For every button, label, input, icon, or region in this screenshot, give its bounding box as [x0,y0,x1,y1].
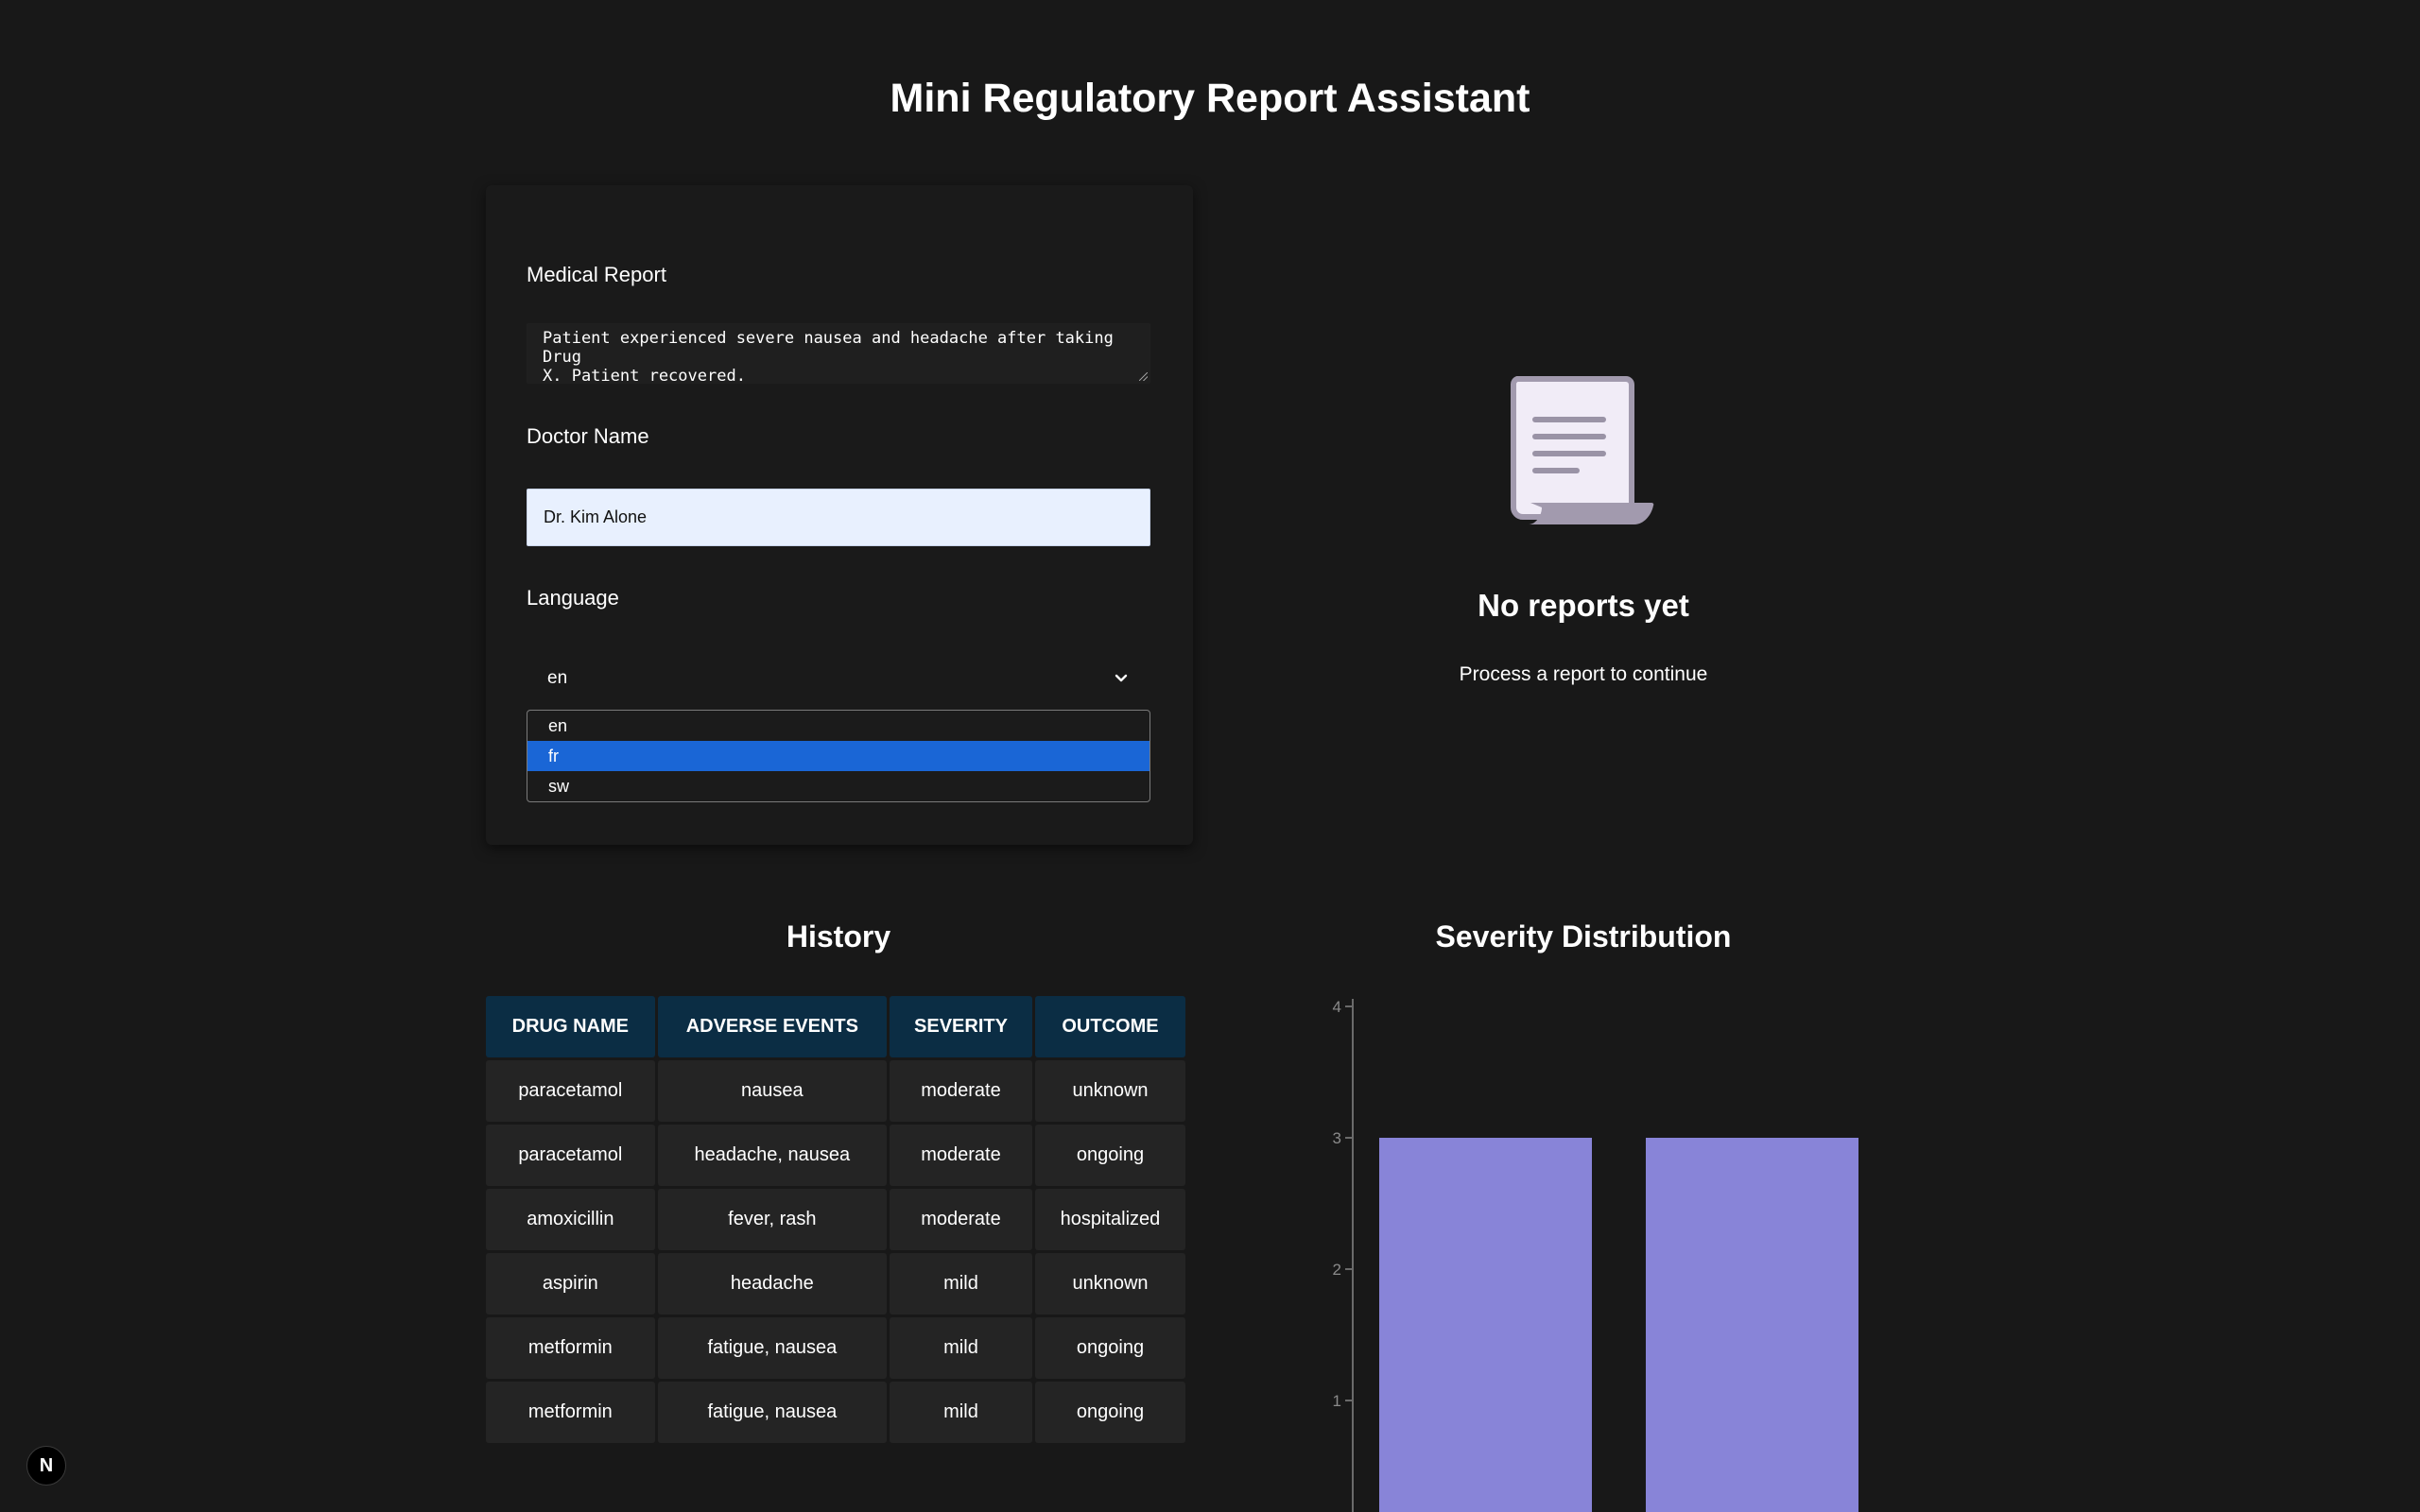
cell-drug-name: aspirin [486,1253,655,1314]
history-table: Drug Name Adverse Events Severity Outcom… [483,993,1188,1446]
y-tick-label: 1 [1333,1392,1341,1410]
cell-severity: mild [889,1382,1032,1443]
medical-report-label: Medical Report [527,263,666,286]
table-row: metformin fatigue, nausea mild ongoing [486,1382,1185,1443]
table-row: aspirin headache mild unknown [486,1253,1185,1314]
cell-severity: moderate [889,1189,1032,1250]
column-header-outcome[interactable]: Outcome [1034,996,1185,1057]
cell-outcome: hospitalized [1034,1189,1185,1250]
cell-adverse-events: fever, rash [657,1189,887,1250]
y-tick-label: 3 [1333,1129,1341,1147]
cell-severity: moderate [889,1125,1032,1186]
doctor-name-input[interactable]: Dr. Kim Alone [527,489,1150,546]
cell-drug-name: paracetamol [486,1060,655,1122]
nextjs-icon[interactable]: N [26,1446,66,1486]
cell-adverse-events: headache, nausea [657,1125,887,1186]
cell-adverse-events: fatigue, nausea [657,1317,887,1379]
history-header-row: Drug Name Adverse Events Severity Outcom… [486,996,1185,1057]
language-option-fr[interactable]: fr [527,741,1150,771]
cell-drug-name: amoxicillin [486,1189,655,1250]
cell-severity: moderate [889,1060,1032,1122]
column-header-adverse-events[interactable]: Adverse Events [657,996,887,1057]
cell-outcome: unknown [1034,1060,1185,1122]
table-row: paracetamol headache, nausea moderate on… [486,1125,1185,1186]
cell-drug-name: paracetamol [486,1125,655,1186]
language-selected-value: en [547,668,568,688]
table-row: paracetamol nausea moderate unknown [486,1060,1185,1122]
report-form-card: Medical Report Patient experienced sever… [486,185,1193,845]
language-label: Language [527,586,619,610]
chevron-down-icon [1113,670,1130,687]
language-select[interactable]: en [527,649,1150,708]
cell-outcome: ongoing [1034,1382,1185,1443]
doctor-name-value: Dr. Kim Alone [544,507,648,526]
column-header-severity[interactable]: Severity [889,996,1032,1057]
chart-bar [1379,1138,1592,1512]
document-scroll-icon [1508,373,1659,534]
cell-severity: mild [889,1253,1032,1314]
doctor-name-label: Doctor Name [527,424,649,448]
language-option-en[interactable]: en [548,716,568,735]
language-dropdown-list: en fr sw [527,710,1150,802]
language-option-sw[interactable]: sw [548,777,569,796]
history-title: History [786,919,891,954]
table-row: metformin fatigue, nausea mild ongoing [486,1317,1185,1379]
chart-bar [1646,1138,1858,1512]
column-header-drug-name[interactable]: Drug Name [486,996,655,1057]
cell-outcome: unknown [1034,1253,1185,1314]
y-tick-label: 2 [1333,1261,1341,1279]
cell-drug-name: metformin [486,1317,655,1379]
empty-state-subtitle: Process a report to continue [1459,663,1708,685]
cell-adverse-events: headache [657,1253,887,1314]
cell-outcome: ongoing [1034,1317,1185,1379]
cell-outcome: ongoing [1034,1125,1185,1186]
nextjs-badge-label: N [39,1454,54,1476]
page-title: Mini Regulatory Report Assistant [890,76,1530,121]
severity-chart-title: Severity Distribution [1435,919,1732,954]
cell-severity: mild [889,1317,1032,1379]
table-row: amoxicillin fever, rash moderate hospita… [486,1189,1185,1250]
cell-adverse-events: nausea [657,1060,887,1122]
y-tick-label: 4 [1333,998,1341,1016]
empty-state-title: No reports yet [1478,588,1689,623]
medical-report-textarea[interactable]: Patient experienced severe nausea and he… [527,323,1150,386]
cell-adverse-events: fatigue, nausea [657,1382,887,1443]
cell-drug-name: metformin [486,1382,655,1443]
severity-distribution-chart: 1 2 3 4 [1333,998,1858,1512]
